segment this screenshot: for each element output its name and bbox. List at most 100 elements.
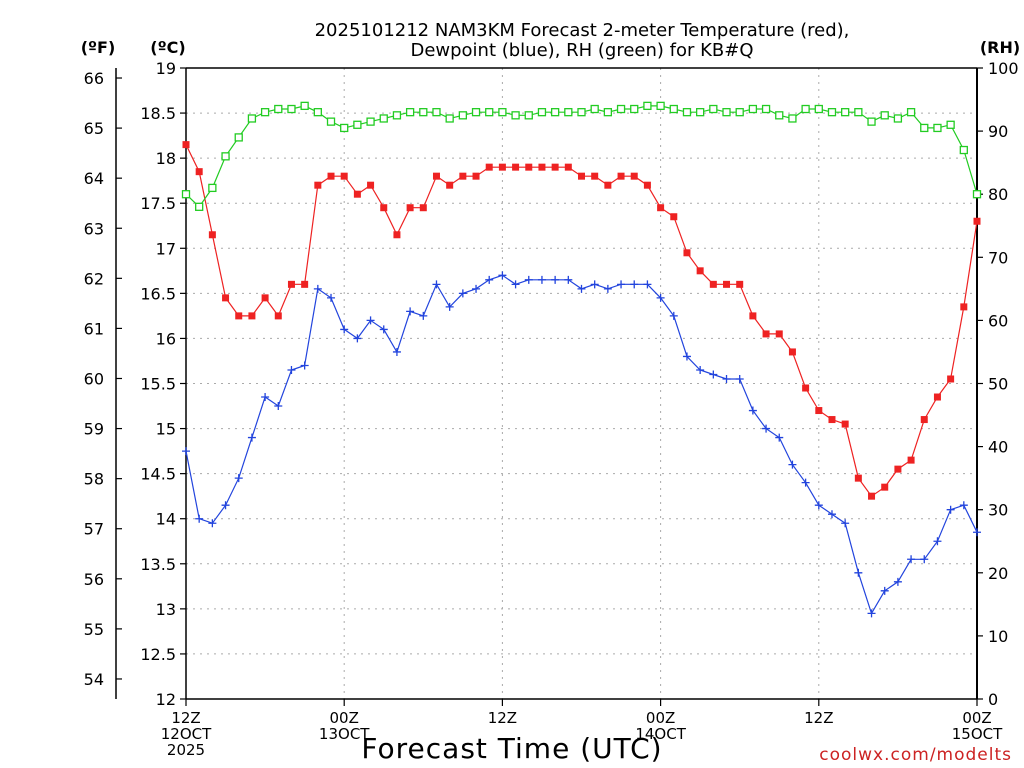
rh-tick-label: 10	[988, 627, 1008, 646]
rh-axis: 0 10 20 30 40 50 60 70 80 90 100	[977, 59, 1019, 709]
data-point	[221, 152, 230, 161]
data-point	[722, 374, 731, 383]
series-rh-group	[181, 101, 982, 211]
rh-tick-label: 60	[988, 311, 1008, 330]
celsius-tick-label: 12	[156, 690, 176, 709]
fahrenheit-tick-label: 60	[84, 369, 104, 388]
data-point	[868, 492, 876, 500]
data-point	[208, 231, 216, 239]
data-point	[893, 577, 902, 586]
data-point	[485, 108, 494, 117]
data-point	[920, 555, 929, 564]
data-point	[827, 108, 837, 117]
celsius-tick-label: 13.5	[140, 555, 176, 574]
data-point	[208, 183, 217, 193]
celsius-tick-label: 14	[156, 510, 176, 529]
time-tick-label: 14OCT	[635, 725, 686, 743]
data-point	[419, 204, 427, 212]
data-point	[841, 108, 850, 117]
data-point	[683, 249, 691, 257]
data-point	[591, 172, 599, 180]
data-point	[617, 280, 626, 289]
data-point	[696, 365, 705, 374]
data-point	[550, 108, 560, 117]
data-point	[195, 514, 204, 523]
fahrenheit-tick-label: 54	[84, 670, 104, 689]
data-point	[670, 213, 678, 221]
title-line-2: Dewpoint (blue), RH (green) for KB#Q	[410, 40, 753, 61]
data-point	[973, 528, 981, 537]
data-point	[314, 181, 322, 189]
time-tick-label: 00Z	[330, 709, 359, 727]
data-point	[406, 204, 414, 212]
data-point	[880, 586, 889, 595]
time-tick-label: 00Z	[646, 709, 675, 727]
data-point	[815, 407, 823, 415]
rh-tick-label: 100	[988, 59, 1019, 78]
data-point	[801, 478, 810, 487]
data-point	[723, 280, 731, 288]
celsius-tick-label: 13	[156, 600, 176, 619]
data-point	[300, 361, 309, 370]
data-point	[735, 108, 744, 117]
data-point	[419, 108, 428, 117]
data-point	[327, 172, 335, 180]
data-point	[274, 312, 282, 320]
data-point	[735, 374, 744, 383]
time-tick-label: 12Z	[171, 709, 200, 727]
data-point	[920, 123, 929, 133]
data-point	[485, 163, 493, 171]
data-point	[393, 231, 401, 239]
rh-tick-label: 30	[988, 501, 1008, 520]
data-point	[603, 108, 613, 117]
data-point	[380, 204, 388, 212]
data-point	[445, 302, 454, 311]
data-point	[643, 280, 652, 289]
data-point	[788, 114, 797, 123]
data-point	[446, 181, 454, 189]
data-point	[960, 303, 968, 311]
time-tick-label: 2025	[167, 741, 205, 759]
data-point	[511, 111, 520, 120]
data-point	[458, 111, 468, 120]
data-point	[287, 365, 296, 374]
data-point	[367, 181, 375, 189]
data-point	[972, 190, 982, 199]
data-point	[274, 402, 283, 411]
data-point	[814, 501, 823, 510]
data-point	[682, 108, 692, 117]
data-point	[854, 108, 863, 117]
time-tick-label: 00Z	[962, 709, 991, 727]
data-point	[471, 108, 481, 117]
data-point	[221, 501, 230, 510]
data-point	[894, 465, 902, 473]
data-point	[959, 501, 968, 510]
rh-tick-label: 70	[988, 248, 1008, 267]
data-point	[880, 111, 889, 120]
data-point	[920, 416, 928, 424]
celsius-axis: 12 12.5 13 13.5 14 14.5 15 15.5 16 16.5 17 17.5 18 18…	[140, 59, 186, 709]
data-point	[854, 474, 862, 482]
data-point	[762, 330, 770, 338]
data-point	[458, 289, 467, 298]
data-point	[313, 108, 322, 117]
rh-tick-label: 40	[988, 438, 1008, 457]
data-point	[736, 280, 744, 288]
data-point	[379, 114, 388, 123]
series-line	[185, 274, 978, 615]
data-point	[182, 447, 190, 456]
data-point	[564, 275, 573, 284]
time-tick-label: 12Z	[488, 709, 517, 727]
data-point	[472, 172, 480, 180]
data-point	[946, 120, 955, 129]
data-point	[682, 352, 691, 361]
data-point	[775, 111, 784, 120]
data-point	[235, 312, 243, 320]
data-point	[906, 108, 916, 117]
data-point	[814, 104, 823, 114]
data-point	[749, 312, 757, 320]
data-point	[392, 111, 402, 120]
data-point	[340, 172, 348, 180]
